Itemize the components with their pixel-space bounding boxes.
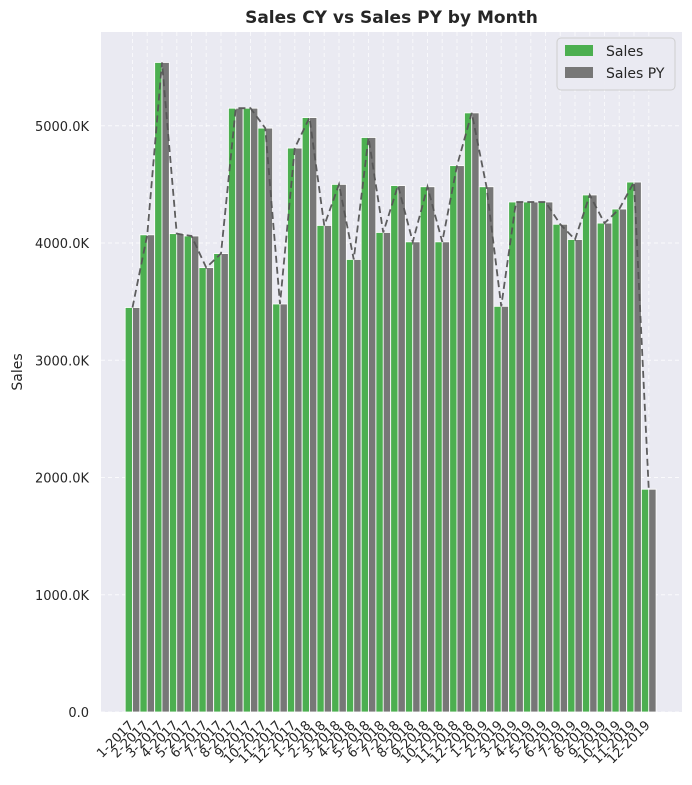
sales-bar [508, 201, 517, 713]
bars-group [124, 62, 657, 713]
sales-bar [301, 117, 310, 713]
y-tick-label: 4000.0K [35, 237, 89, 252]
sales-bar [596, 222, 605, 713]
sales-py-bar [146, 234, 155, 713]
y-tick-label: 5000.0K [35, 120, 89, 135]
sales-py-bar [589, 194, 598, 713]
sales-py-bar [515, 201, 524, 713]
sales-bar [611, 208, 620, 713]
sales-bar [124, 307, 133, 713]
sales-bar [375, 232, 384, 713]
sales-py-bar [545, 201, 554, 713]
sales-py-bar [397, 185, 406, 713]
sales-py-bar [250, 107, 259, 713]
sales-py-bar [633, 181, 642, 713]
sales-bar [213, 253, 222, 713]
sales-py-bar [412, 241, 421, 713]
x-axis-ticks: 1-20172-20173-20174-20175-20176-20177-20… [94, 718, 653, 767]
legend-swatch [565, 67, 593, 78]
sales-py-bar [161, 62, 170, 713]
sales-py-bar [279, 303, 288, 713]
sales-py-bar [574, 239, 583, 713]
sales-py-bar [382, 232, 391, 713]
sales-py-bar [323, 225, 332, 713]
sales-bar [139, 234, 148, 713]
legend-label: Sales [606, 44, 643, 60]
sales-bar [449, 165, 458, 713]
sales-bar [434, 241, 443, 713]
sales-bar [493, 305, 502, 713]
sales-py-bar [456, 165, 465, 713]
sales-py-bar [604, 222, 613, 713]
sales-bar [523, 201, 532, 713]
sales-bar [582, 194, 591, 713]
sales-py-bar [648, 488, 657, 713]
sales-py-bar [205, 267, 214, 713]
sales-py-bar [471, 112, 480, 713]
y-tick-label: 3000.0K [35, 354, 89, 369]
legend-swatch [565, 45, 593, 56]
sales-bar [346, 259, 355, 713]
legend-label: Sales PY [606, 66, 665, 82]
sales-bar [537, 201, 546, 713]
sales-bar [360, 137, 369, 713]
chart-title: Sales CY vs Sales PY by Month [245, 8, 538, 28]
sales-bar [464, 112, 473, 713]
legend: Sales Sales PY [556, 37, 676, 91]
sales-py-bar [176, 233, 185, 713]
sales-bar [316, 225, 325, 713]
sales-py-bar [500, 305, 509, 713]
sales-bar [228, 107, 237, 713]
y-tick-label: 0.0 [68, 706, 89, 721]
sales-py-bar [132, 307, 141, 713]
y-axis-title: Sales [10, 353, 26, 390]
sales-py-bar [353, 259, 362, 713]
sales-bar [552, 223, 561, 713]
sales-bar [257, 127, 266, 713]
sales-py-bar [294, 147, 303, 713]
sales-py-bar [220, 253, 229, 713]
sales-bar [419, 186, 428, 713]
sales-py-bar [191, 235, 200, 713]
sales-bar [626, 181, 635, 713]
sales-py-line-group [131, 62, 650, 490]
y-tick-label: 2000.0K [35, 472, 89, 487]
sales-bar [287, 147, 296, 713]
sales-py-bar [530, 201, 539, 713]
sales-py-bar [486, 186, 495, 713]
sales-bar [331, 184, 340, 713]
sales-bar [154, 62, 163, 713]
y-axis-ticks: 0.0 1000.0K 2000.0K 3000.0K 4000.0K 5000.0K [35, 120, 89, 721]
sales-py-bar [441, 241, 450, 713]
sales-bar [198, 267, 207, 713]
y-tick-label: 1000.0K [35, 589, 89, 604]
sales-py-bar [235, 107, 244, 713]
sales-bar [478, 186, 487, 713]
sales-bar [183, 235, 192, 713]
sales-py-bar [338, 184, 347, 713]
sales-py-bar [264, 127, 273, 713]
sales-bar [242, 107, 251, 713]
sales-bar [567, 239, 576, 713]
sales-py-trend-line [131, 62, 650, 490]
sales-py-bar [309, 117, 318, 713]
sales-py-bar [618, 208, 627, 713]
sales-py-bar [559, 223, 568, 713]
sales-bar [169, 233, 178, 713]
sales-bar [405, 241, 414, 713]
sales-py-bar [368, 137, 377, 713]
sales-bar [272, 303, 281, 713]
sales-bar [641, 488, 650, 713]
sales-py-bar [427, 186, 436, 713]
sales-bar [390, 185, 399, 713]
